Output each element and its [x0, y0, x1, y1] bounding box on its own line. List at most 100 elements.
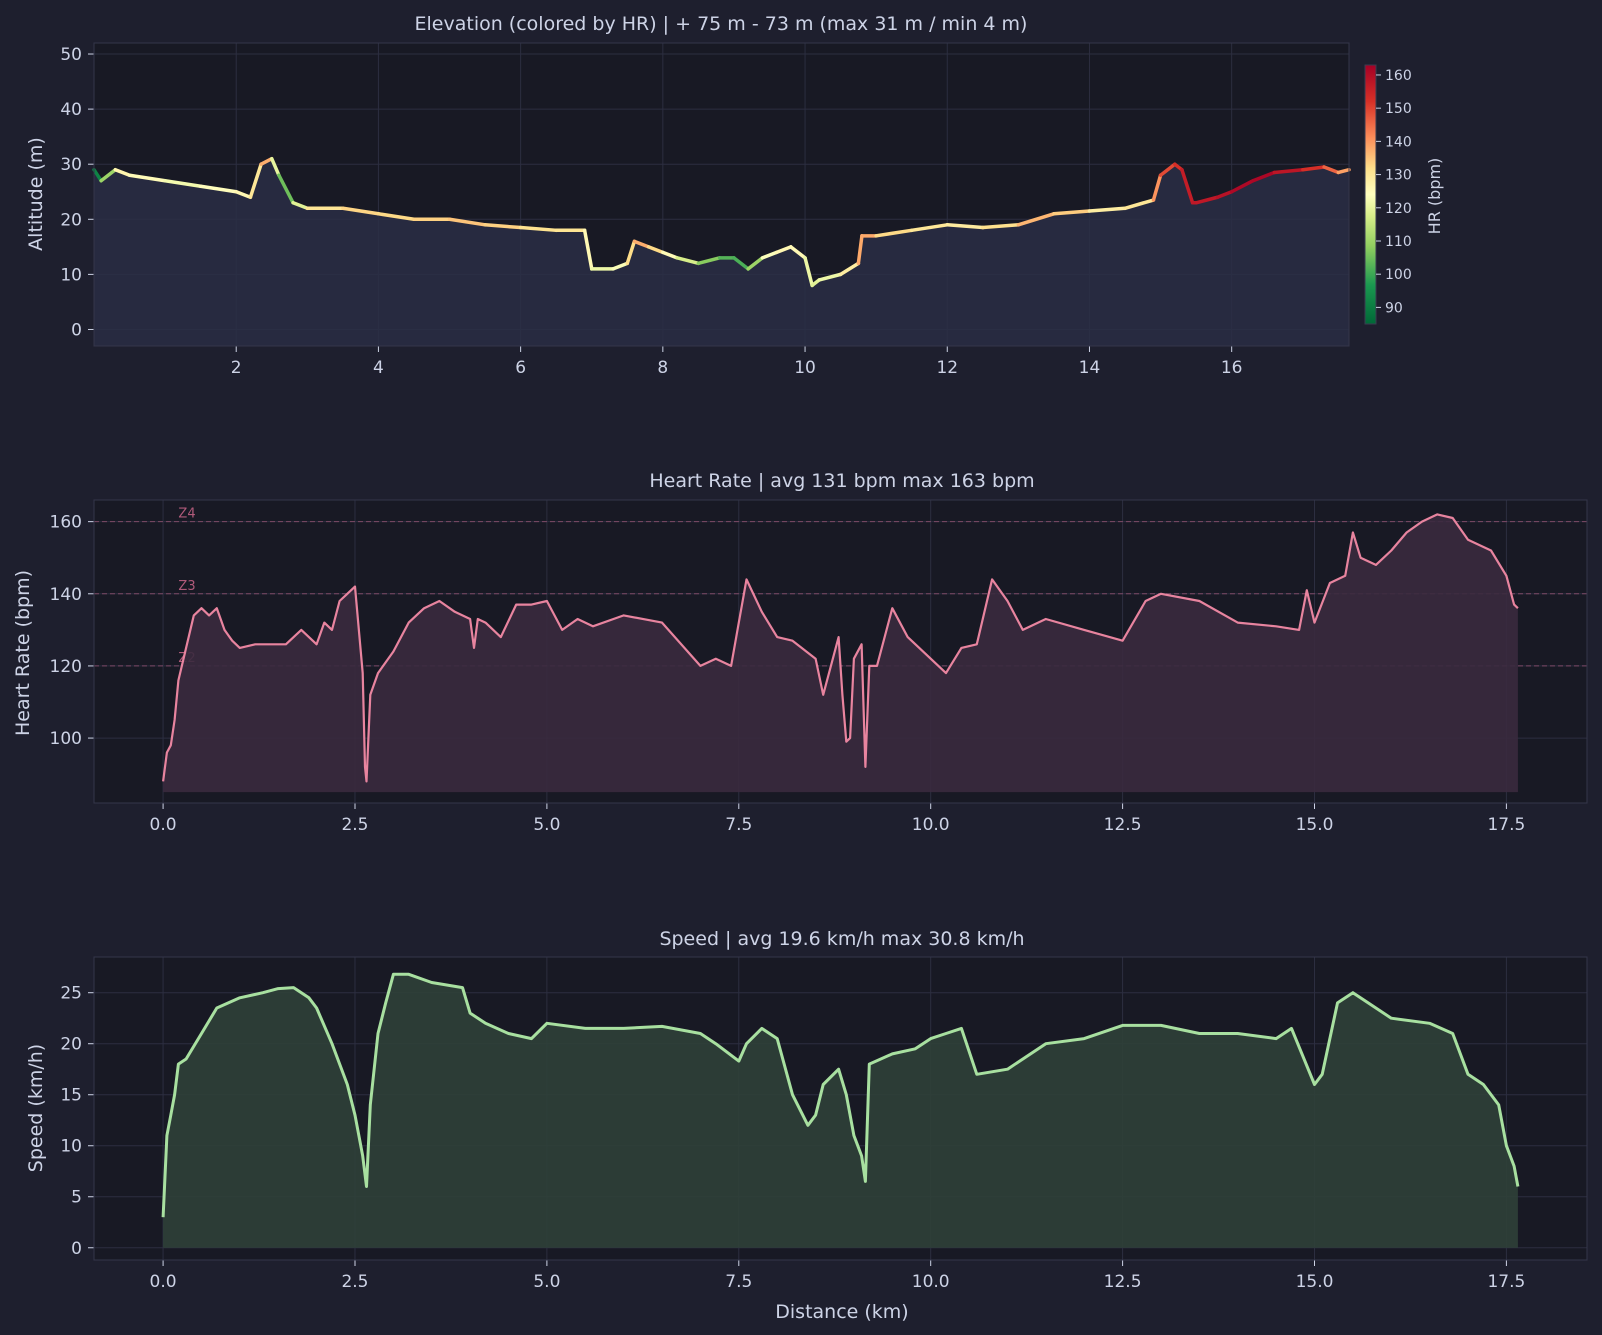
y-tick-label: 10 [60, 265, 82, 285]
elevation-segment [270, 156, 281, 177]
y-tick-label: 30 [60, 155, 82, 175]
elevation-segment [789, 245, 807, 260]
y-tick-label: 20 [60, 210, 82, 230]
zone-label-z3: Z3 [178, 579, 195, 594]
elevation-segment [1336, 167, 1351, 175]
speed-area [163, 974, 1518, 1248]
elevation-segment [675, 256, 701, 266]
y-tick-label: 120 [50, 657, 82, 677]
x-tick-label: 10.0 [912, 1272, 950, 1292]
elevation-segment [518, 225, 558, 233]
elevation-segment [1180, 167, 1195, 205]
elevation-segment [1052, 209, 1092, 216]
x-tick-label: 10 [794, 358, 816, 378]
elevation-segment [696, 256, 722, 266]
y-tick-label: 40 [60, 100, 82, 120]
elevation-segment [746, 256, 765, 271]
elevation-segment [1194, 195, 1220, 205]
colorbar-tick-label: 100 [1385, 267, 1412, 283]
speed-ylabel: Speed (km/h) [25, 1044, 47, 1172]
elevation-segment [1123, 198, 1156, 211]
x-tick-label: 8 [657, 358, 668, 378]
elevation-title: Elevation (colored by HR) | + 75 m - 73 … [415, 13, 1028, 35]
elevation-segment [661, 250, 679, 260]
heart_rate-line [162, 513, 1519, 783]
y-tick-label: 20 [60, 1035, 82, 1055]
elevation-segment [277, 173, 295, 205]
elevation-segment [1229, 178, 1255, 194]
speed-title: Speed | avg 19.6 km/h max 30.8 km/h [659, 928, 1024, 950]
x-tick-label: 5.0 [533, 815, 560, 835]
x-tick-label: 2 [231, 358, 242, 378]
x-tick-label: 2.5 [341, 1272, 368, 1292]
elevation-segment [981, 223, 1021, 230]
elevation-segment [163, 178, 203, 188]
hr-colorbar: 90 100 110 120 130 140 150 160 HR (bpm) [1364, 64, 1444, 325]
elevation-segment [625, 239, 637, 266]
elevation-segment [291, 201, 310, 211]
colorbar-tick-label: 110 [1385, 234, 1412, 250]
elevation-segment [92, 167, 103, 183]
x-tick-label: 14 [1079, 358, 1101, 378]
elevation-segment [803, 256, 814, 288]
x-tick-label: 12 [936, 358, 958, 378]
elevation-segment [127, 173, 167, 183]
x-tick-label: 2.5 [341, 815, 368, 835]
elevation-segment [646, 245, 665, 255]
x-tick-label: 10.0 [912, 815, 950, 835]
colorbar-tick-label: 90 [1385, 300, 1403, 316]
colorbar-tick-label: 150 [1385, 101, 1412, 117]
colorbar-tick-label: 120 [1385, 201, 1412, 217]
y-tick-label: 5 [71, 1188, 82, 1208]
plot-frame [93, 42, 1350, 347]
y-tick-label: 25 [60, 984, 82, 1004]
x-tick-label: 0.0 [150, 1272, 177, 1292]
elevation-segment [99, 167, 118, 183]
colorbar-label: HR (bpm) [1425, 158, 1444, 235]
elevation-segment [341, 206, 381, 216]
elevation-segment [483, 223, 523, 230]
x-tick-label: 6 [515, 358, 526, 378]
elevation-segment [1322, 165, 1341, 175]
x-tick-label: 7.5 [725, 815, 752, 835]
y-tick-label: 100 [50, 729, 82, 749]
plot-frame [93, 499, 1588, 804]
y-tick-label: 140 [50, 585, 82, 605]
x-tick-label: 12.5 [1104, 1272, 1142, 1292]
zone-label-z4: Z4 [178, 507, 195, 522]
elevation-segment [1301, 165, 1326, 172]
elevation-segment [582, 228, 594, 271]
heart-rate-title: Heart Rate | avg 131 bpm max 163 bpm [649, 470, 1034, 492]
y-tick-label: 10 [60, 1137, 82, 1157]
elevation-segment [248, 162, 263, 200]
elevation-segment [611, 261, 630, 271]
colorbar-tick-label: 140 [1385, 134, 1412, 150]
x-tick-label: 15.0 [1296, 815, 1334, 835]
elevation-segment [1215, 189, 1234, 200]
heart-rate-ylabel: Heart Rate (bpm) [12, 570, 34, 736]
y-tick-label: 15 [60, 1086, 82, 1106]
elevation-segment [1272, 167, 1305, 175]
elevation-area [94, 158, 1349, 346]
speed-line [161, 972, 1520, 1218]
elevation-segment [113, 167, 132, 177]
elevation-segment [234, 189, 253, 200]
x-tick-label: 17.5 [1487, 1272, 1525, 1292]
elevation-segment [1087, 206, 1127, 213]
speed-panel: 0.0 2.5 5.0 7.5 10.0 12.5 15.0 17.5 0 5 10 15 20 25 S… [25, 928, 1588, 1323]
y-tick-label: 0 [71, 320, 82, 340]
colorbar-tick-label: 130 [1385, 168, 1412, 184]
elevation-segment [856, 234, 864, 266]
elevation-segment [376, 212, 416, 222]
x-tick-label: 16 [1221, 358, 1243, 378]
elevation-segment [1251, 170, 1277, 183]
elevation-segment [732, 256, 750, 271]
x-tick-label: 4 [373, 358, 384, 378]
elevation-segment [259, 156, 274, 166]
elevation-segment [632, 239, 651, 249]
elevation-segment [1016, 212, 1056, 227]
elevation-segment [1158, 162, 1177, 177]
speed-xlabel: Distance (km) [775, 1301, 908, 1323]
x-tick-label: 17.5 [1487, 815, 1525, 835]
